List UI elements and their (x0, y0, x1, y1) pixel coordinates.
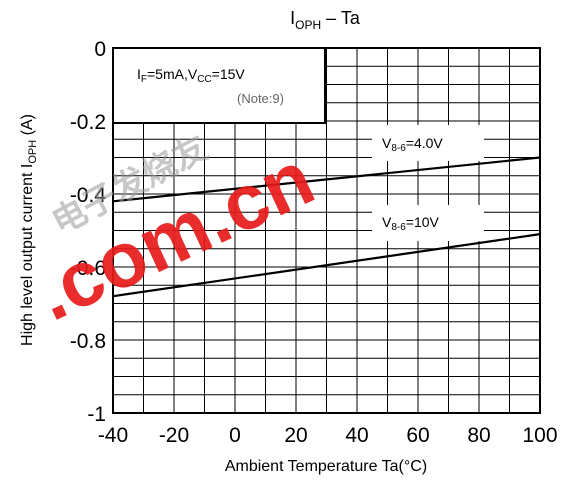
x-tick-label: -40 (98, 424, 128, 447)
series-label-1-text: V8-6=4.0V (382, 135, 443, 154)
x-tick-label: -20 (159, 424, 189, 447)
y-tick-label: -1 (87, 403, 106, 426)
y-axis-ticks: 0 -0.2 -0.4 -0.6 -0.8 -1 (70, 38, 107, 426)
condition-note: (Note:9) (237, 91, 284, 106)
series-line-1 (112, 156, 541, 203)
condition-box-frame (112, 47, 326, 124)
series-layer (112, 156, 541, 298)
x-tick-label: 100 (522, 424, 557, 447)
x-tick-label: 0 (229, 424, 241, 447)
y-tick-label: -0.8 (70, 330, 106, 353)
series-label-2-bg (372, 205, 484, 241)
series-label-2: V8-6=10V (372, 205, 484, 241)
condition-box: IF=5mA,VCC=15V (Note:9) (112, 47, 326, 124)
y-axis-label: High level output current IOPH (A) (19, 114, 39, 346)
series-label-1-bg (372, 125, 484, 161)
chart-title: IOPH – Ta (290, 8, 361, 32)
x-tick-label: 60 (406, 424, 429, 447)
series-label-1: V8-6=4.0V (372, 125, 484, 161)
y-tick-label: -0.2 (70, 111, 106, 134)
y-tick-label: -0.4 (70, 184, 107, 207)
x-tick-label: 80 (467, 424, 490, 447)
series-line-2 (112, 233, 541, 298)
y-tick-label: -0.6 (70, 257, 106, 280)
x-axis-label: Ambient Temperature Ta(°C) (225, 458, 427, 475)
plot-frame (112, 47, 541, 414)
x-axis-ticks: -40 -20 0 20 40 60 80 100 (98, 424, 558, 447)
x-tick-label: 40 (345, 424, 368, 447)
x-tick-label: 20 (284, 424, 307, 447)
y-tick-label: 0 (94, 38, 106, 61)
series-label-2-text: V8-6=10V (382, 214, 440, 233)
condition-text: IF=5mA,VCC=15V (137, 66, 245, 85)
